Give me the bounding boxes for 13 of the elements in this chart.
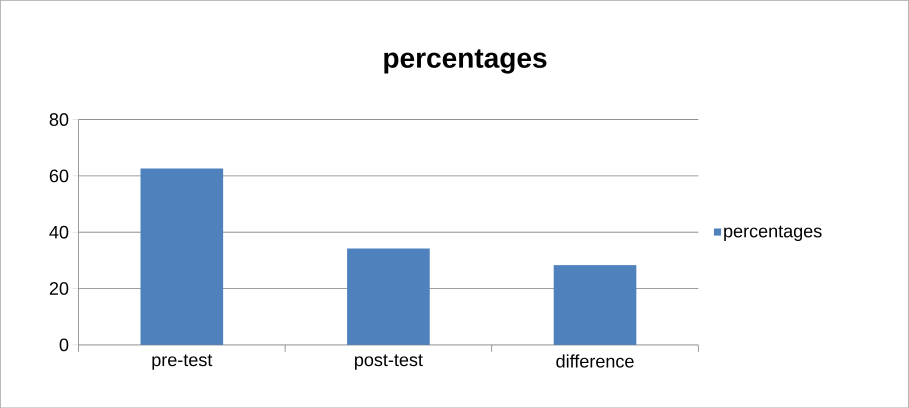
chart-title: percentages (384, 49, 546, 74)
bar (140, 168, 224, 345)
bar (347, 248, 430, 345)
legend-label: percentages (724, 225, 822, 241)
y-tick-label: 20 (50, 282, 68, 295)
x-tick-label: difference (556, 354, 634, 368)
y-tick-label: 40 (49, 226, 68, 238)
x-tick-label: post-test (355, 354, 423, 370)
y-tick-label: 0 (60, 338, 68, 352)
y-tick-label: 80 (50, 113, 68, 126)
bar (554, 264, 636, 345)
y-tick-label: 60 (50, 169, 68, 182)
x-tick-label: pre-test (152, 354, 212, 370)
